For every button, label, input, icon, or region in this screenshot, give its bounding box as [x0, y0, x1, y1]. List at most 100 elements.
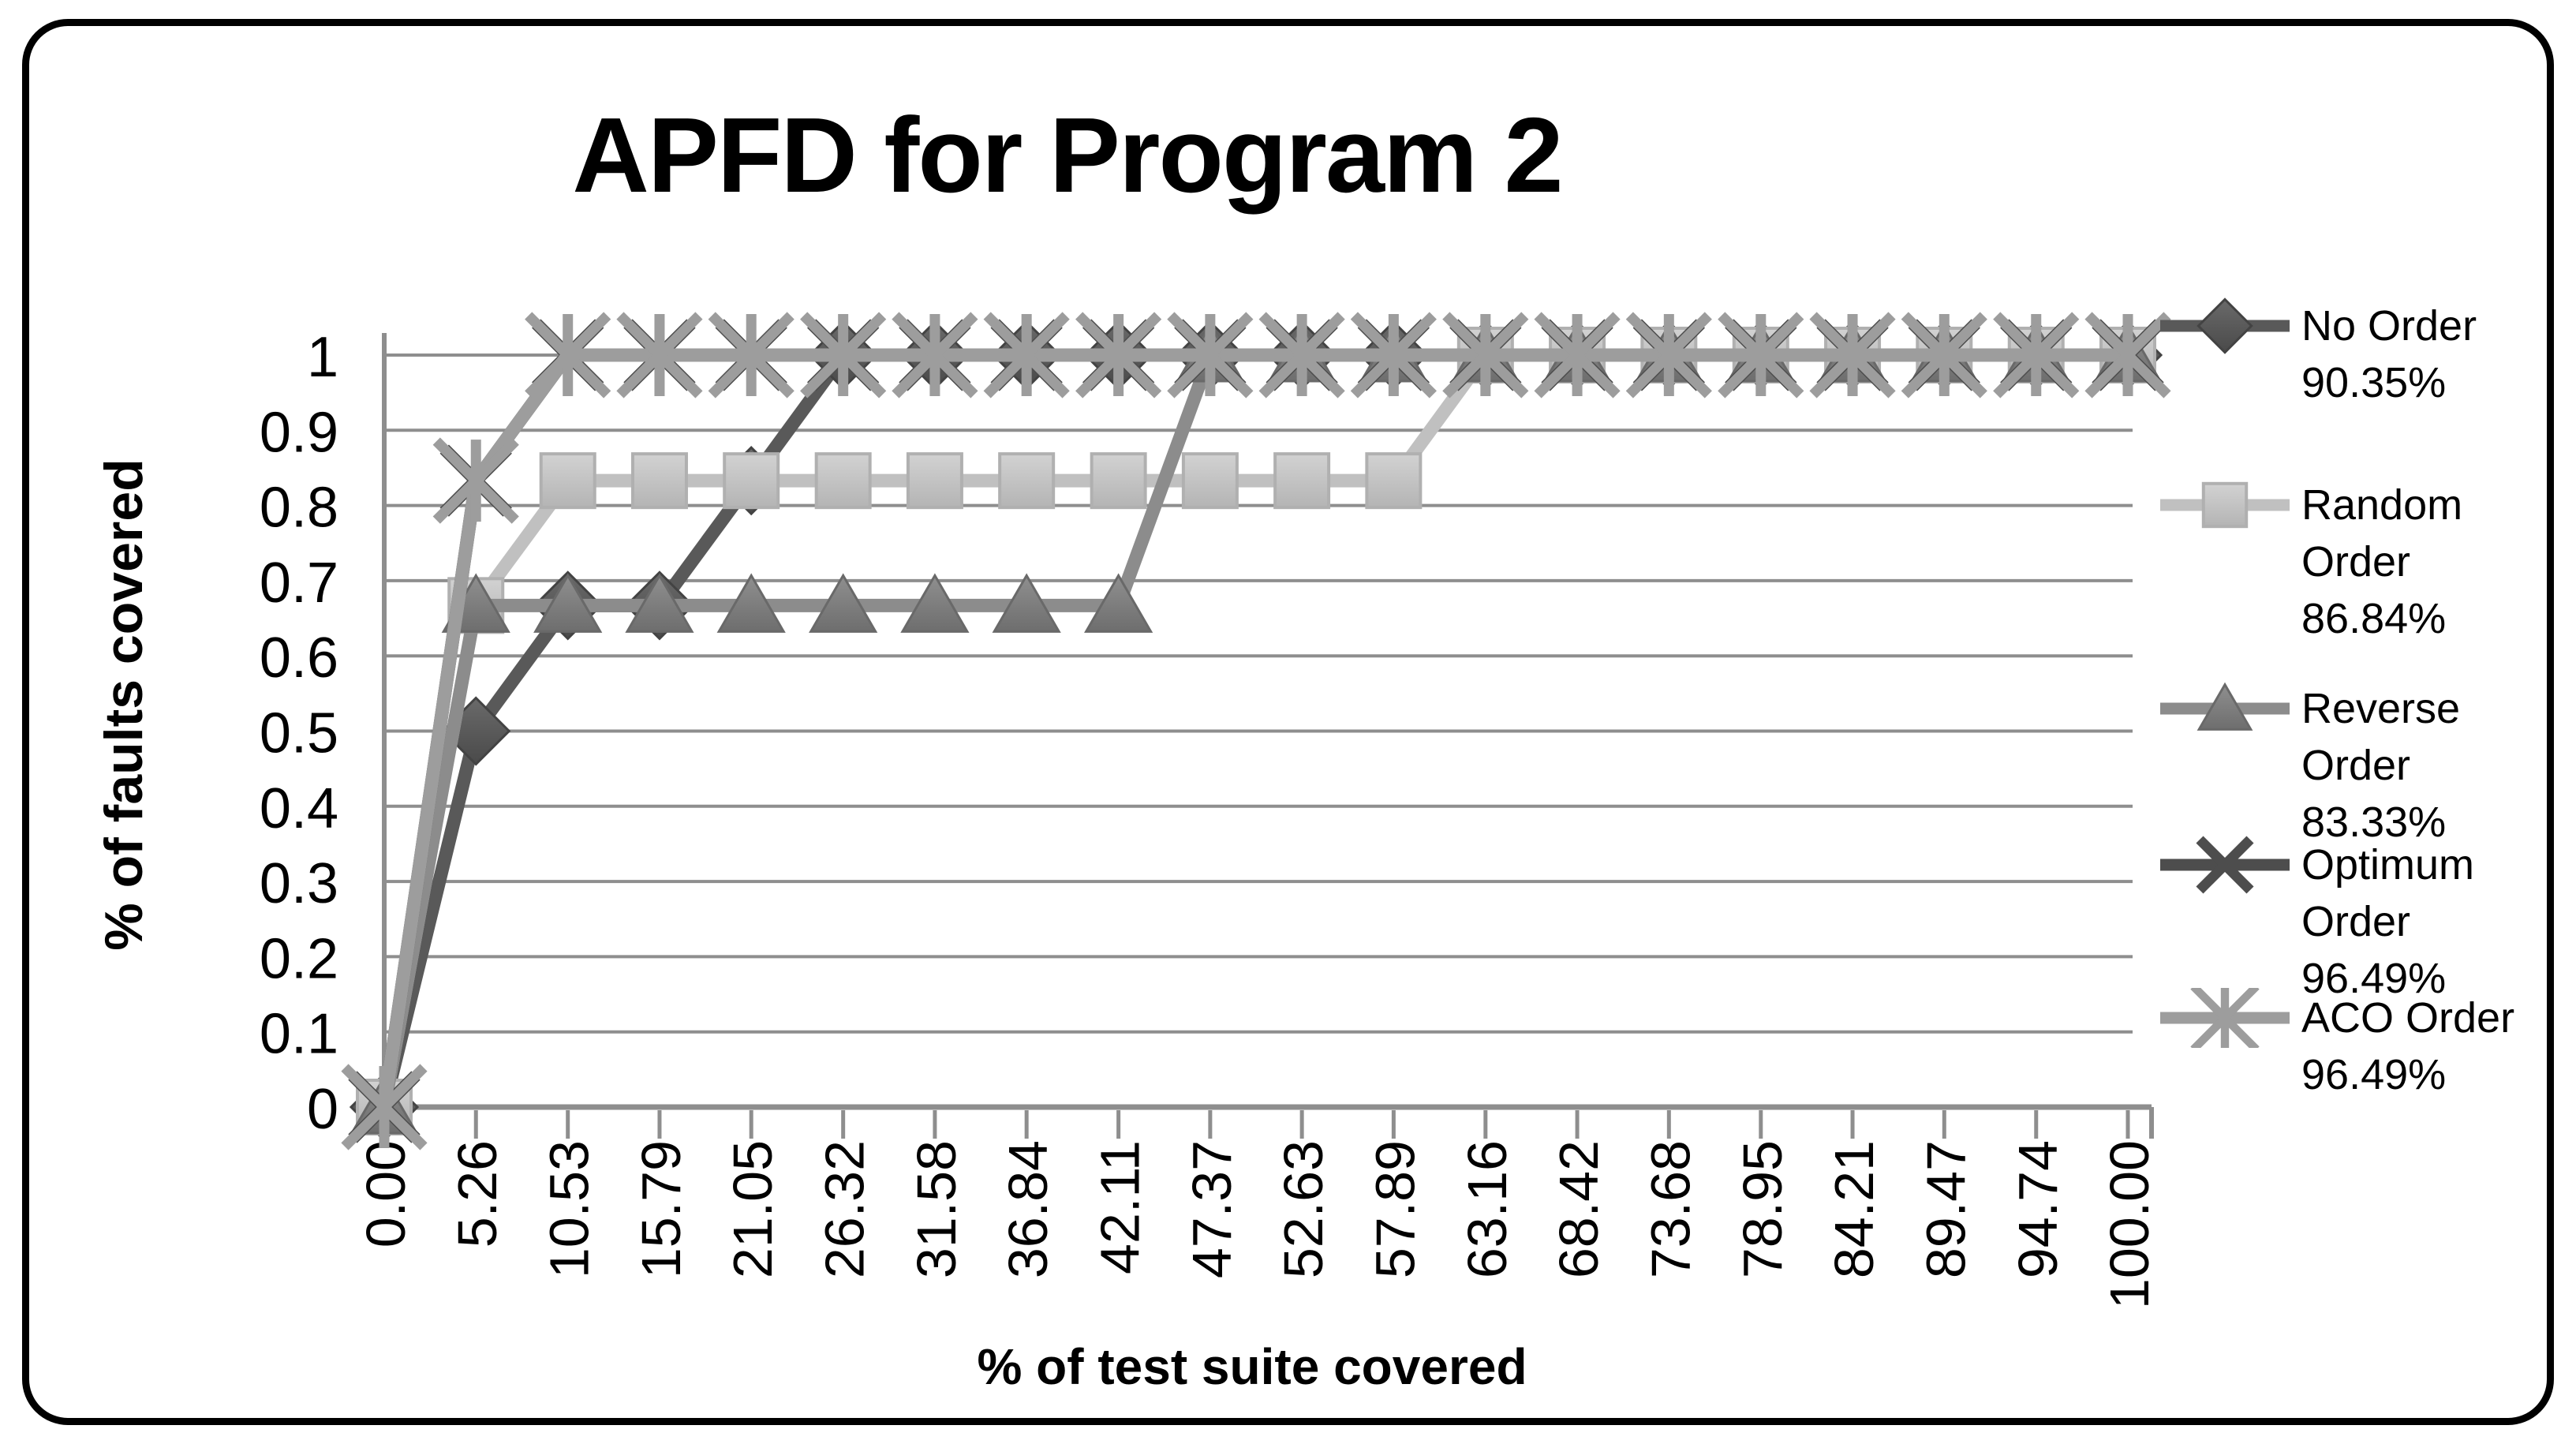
triangle-marker [992, 573, 1061, 633]
asterisk-marker [1167, 312, 1254, 398]
square-marker [723, 452, 780, 510]
asterisk-marker [1075, 312, 1162, 398]
x-tick-label: 31.58 [906, 1140, 967, 1278]
asterisk-marker [1718, 312, 1804, 398]
legend-label: No Order 90.35% [2301, 297, 2477, 411]
chart-title: APFD for Program 2 [572, 95, 1563, 215]
square-marker [814, 452, 872, 510]
x-tick-label: 15.79 [630, 1140, 692, 1278]
x-tick-label: 63.16 [1456, 1140, 1518, 1278]
x-tick-label: 36.84 [997, 1140, 1059, 1278]
asterisk-marker [892, 312, 978, 398]
asterisk-marker [1625, 312, 1712, 398]
legend-marker-x [2160, 836, 2290, 894]
x-tick-label: 84.21 [1823, 1140, 1885, 1278]
asterisk-marker [1901, 312, 1987, 398]
y-tick-label: 0 [307, 1078, 338, 1141]
triangle-marker [809, 573, 878, 633]
series-aco-order [341, 312, 2171, 1150]
legend-label-line: Reverse [2301, 685, 2461, 732]
legend-label-line: 86.84% [2301, 595, 2447, 642]
x-tick-label: 47.37 [1181, 1140, 1243, 1278]
plot-area: 0 0.1 0.2 0.3 0.4 0.5 0.6 0.7 0.8 0.9 1 0.00 5.26 10.… [260, 312, 2171, 1309]
x-tick-label: 21.05 [722, 1140, 783, 1278]
legend-label-line: Order [2301, 538, 2411, 585]
diamond-marker [2197, 297, 2253, 354]
square-marker [539, 452, 596, 510]
asterisk-marker [432, 437, 519, 524]
x-tick-label: 42.11 [1090, 1140, 1151, 1274]
triangle-marker [716, 573, 786, 633]
legend-marker-square [2160, 481, 2290, 529]
square-marker [1090, 452, 1147, 510]
y-tick-label: 1 [307, 326, 338, 389]
x-tick-label: 89.47 [1915, 1140, 1976, 1278]
legend-label-line: Random [2301, 481, 2463, 529]
asterisk-marker [1442, 312, 1529, 398]
legend-marker-triangle [2160, 682, 2290, 731]
asterisk-marker [2190, 988, 2260, 1048]
asterisk-marker [616, 312, 703, 398]
asterisk-marker [1534, 312, 1621, 398]
y-axis-title: % of faults covered [94, 458, 154, 951]
series-line [377, 348, 2128, 1109]
triangle-marker [1084, 573, 1153, 633]
asterisk-marker [800, 312, 887, 398]
y-tick-label: 0.5 [260, 702, 338, 765]
x-tick-label: 57.89 [1364, 1140, 1426, 1278]
triangle-marker [625, 573, 694, 633]
gridlines: 0 0.1 0.2 0.3 0.4 0.5 0.6 0.7 0.8 0.9 1 [260, 326, 2133, 1141]
triangle-marker [533, 573, 603, 633]
y-tick-label: 0.6 [260, 627, 338, 690]
x-tick-label: 26.32 [814, 1140, 876, 1278]
legend-label: ACO Order 96.49% [2301, 989, 2514, 1103]
asterisk-marker [525, 312, 611, 398]
legend-label: Random Order 86.84% [2301, 477, 2462, 647]
x-tick-label: 52.63 [1273, 1140, 1334, 1278]
triangle-marker [2197, 682, 2253, 731]
legend-label-line: 90.35% [2301, 359, 2447, 406]
chart-frame: APFD for Program 2 0 0.1 0.2 0.3 0.4 0.5 0.6 0.… [22, 19, 2554, 1425]
y-tick-label: 0.4 [260, 777, 338, 840]
asterisk-marker [983, 312, 1070, 398]
asterisk-marker [708, 312, 794, 398]
legend-marker-asterisk [2160, 988, 2290, 1048]
x-tick-label: 68.42 [1548, 1140, 1610, 1278]
x-tick-label: 5.26 [447, 1140, 508, 1248]
x-tick-label: 78.95 [1732, 1140, 1793, 1278]
axes: 0.00 5.26 10.53 15.79 21.05 26.32 31.58 36.84 42… [355, 333, 2160, 1309]
legend-label: Reverse Order 83.33% [2301, 680, 2460, 851]
square-marker [998, 452, 1056, 510]
square-marker [1365, 452, 1423, 510]
legend-label-line: 96.49% [2301, 1051, 2447, 1098]
y-tick-label: 0.7 [260, 552, 338, 615]
y-tick-label: 0.8 [260, 477, 338, 540]
series-reverse-order [350, 323, 2163, 1135]
x-tick-label: 100.00 [2099, 1140, 2160, 1309]
y-tick-label: 0.2 [260, 927, 338, 990]
legend-label-line: 83.33% [2301, 799, 2447, 846]
legend-label-line: Optimum [2301, 841, 2475, 888]
legend-label-line: Order [2301, 742, 2411, 789]
legend: No Order 90.35% Random Order 86.84% Reverse Or… [2157, 26, 2547, 1418]
y-tick-label: 0.3 [260, 852, 338, 915]
asterisk-marker [1350, 312, 1437, 398]
x-tick-label: 94.74 [2007, 1140, 2069, 1278]
x-axis-title: % of test suite covered [977, 1338, 1527, 1395]
asterisk-marker [1258, 312, 1345, 398]
x-tick-label: 10.53 [539, 1140, 600, 1278]
triangle-marker [900, 573, 970, 633]
square-marker [1273, 452, 1331, 510]
square-marker [906, 452, 963, 510]
legend-label-line: 96.49% [2301, 955, 2447, 1002]
square-marker [2201, 481, 2249, 529]
asterisk-marker [341, 1064, 428, 1150]
legend-label-line: No Order [2301, 302, 2477, 350]
y-tick-label: 0.1 [260, 1003, 338, 1066]
asterisk-marker [1993, 312, 2080, 398]
asterisk-marker [1809, 312, 1896, 398]
legend-label: Optimum Order 96.49% [2301, 836, 2474, 1007]
x-tick-label: 0.00 [355, 1140, 417, 1248]
legend-marker-diamond [2160, 297, 2290, 354]
x-tick-label: 73.68 [1639, 1140, 1701, 1278]
